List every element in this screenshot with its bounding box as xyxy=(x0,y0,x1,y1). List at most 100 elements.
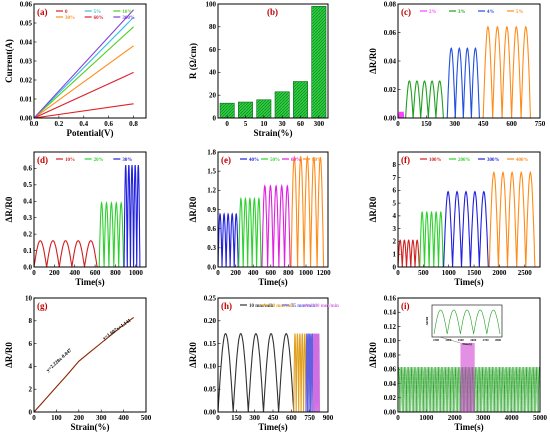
y-tick-label: 0.14 xyxy=(384,309,397,317)
y-tick-label: 0.6 xyxy=(207,225,216,233)
panel-label: (i) xyxy=(401,301,410,311)
x-tick-label: 600 xyxy=(286,414,297,422)
x-tick-label: 0.4 xyxy=(79,120,88,128)
legend-entry: 75 mm/min xyxy=(291,304,316,309)
legend-entry: 400% xyxy=(516,158,529,163)
series-group xyxy=(34,164,141,267)
y-tick-label: 0.6 xyxy=(23,165,32,173)
x-tick-label: 300 xyxy=(314,120,325,128)
y-axis-title: ΔR/R0 xyxy=(4,196,14,222)
series-line-4 xyxy=(446,46,480,118)
inset-x-tick-label: 2700 xyxy=(483,338,490,342)
y-tick-label: 1 xyxy=(393,251,397,259)
chart-panel-a: 0.00 0.01 0.02 0.03 0.04 0.05 0.06 0.0 0.2 0.4 0.6… xyxy=(4,0,147,138)
series-line-20 xyxy=(98,201,125,267)
y-tick-label: 0.12 xyxy=(384,323,397,331)
chart-panel-d: 0.0 0.1 0.2 0.3 0.4 0.5 0.6 0 200 400 600 800 1000 (d… xyxy=(4,151,147,287)
y-tick-label: 0.02 xyxy=(384,86,397,94)
legend-entry: 5% xyxy=(94,10,102,15)
y-tick-label: 2 xyxy=(393,238,397,246)
series-line-60 xyxy=(34,71,134,118)
y-axis-title: Current(A) xyxy=(4,39,14,83)
plot-frame xyxy=(217,151,329,268)
series-line-300 xyxy=(443,190,489,267)
x-axis-title: Time(s) xyxy=(454,277,483,287)
plot-frame xyxy=(217,3,329,119)
inset-highlight-region xyxy=(460,343,475,412)
x-tick-label: 400 xyxy=(248,269,259,277)
x-tick-label: 0 xyxy=(396,269,400,277)
x-tick-label: 30 xyxy=(279,120,287,128)
x-tick-label: 1000 xyxy=(419,414,434,422)
inset-y-axis-title: ΔR/R0 xyxy=(425,316,429,325)
inset-plot: 2300 2400 2500 2600 2700 2800 Time(s) ΔR/R0 xyxy=(425,304,503,412)
series-line-100 xyxy=(398,239,420,267)
x-tick-label: 800 xyxy=(283,269,294,277)
legend-entry: 50 mm/min xyxy=(270,304,295,309)
inset-series-line xyxy=(433,309,501,335)
plot-frame xyxy=(217,297,329,413)
series-group xyxy=(398,170,536,267)
y-tick-label: 0.04 xyxy=(20,38,33,46)
y-tick-label: 4 xyxy=(29,363,33,371)
series-line-10 xyxy=(34,26,134,118)
y-tick-label: 3 xyxy=(393,225,397,233)
y-tick-label: 0 xyxy=(29,408,33,416)
chart-panel-c: 0.00 0.02 0.04 0.06 0.08 0 150 300 450 600 750 (c) Δ… xyxy=(368,0,546,128)
inset-frame xyxy=(431,304,503,338)
x-tick-label: 0 xyxy=(32,269,36,277)
legend-entry: 200% xyxy=(458,158,471,163)
y-tick-label: 0.0 xyxy=(23,263,32,271)
y-tick-label: 0 xyxy=(213,114,217,122)
x-tick-label: 3000 xyxy=(476,414,491,422)
x-tick-label: 60 xyxy=(297,120,305,128)
x-tick-label: 100 xyxy=(51,414,62,422)
series-line-300 xyxy=(34,9,135,118)
y-tick-label: 0.02 xyxy=(384,394,397,402)
series-line-i xyxy=(398,367,540,412)
series-line-10mmmin xyxy=(218,332,295,412)
y-tick-label: 0 xyxy=(393,263,397,271)
y-tick-label: 0.16 xyxy=(384,294,397,302)
x-tick-label: 5000 xyxy=(533,414,548,422)
y-tick-label: 0.06 xyxy=(20,0,33,8)
x-tick-label: 200 xyxy=(230,269,241,277)
y-tick-label: 1.8 xyxy=(207,148,216,156)
y-axis-title: R (Ω/cm) xyxy=(188,43,198,79)
x-axis-title: Time(s) xyxy=(75,277,104,287)
legend-entry: 20% xyxy=(94,158,104,163)
panel-label: (f) xyxy=(401,155,410,165)
fit-equation-annotation: y=1.607x+1.141 xyxy=(102,318,132,341)
legend-entry: 100 mm/min xyxy=(312,304,339,309)
legend-entry: 30% xyxy=(122,158,132,163)
y-tick-label: 0.04 xyxy=(384,57,397,65)
legend-entry: 10% xyxy=(122,10,132,15)
legend-entry: 40% xyxy=(249,158,259,163)
y-tick-label: 1.5 xyxy=(207,167,216,175)
y-tick-label: 0.05 xyxy=(204,386,217,394)
legend-entry: 30% xyxy=(65,16,75,21)
series-line-60 xyxy=(261,183,291,267)
legend-entry: 3% xyxy=(458,10,466,15)
bar-10 xyxy=(256,99,272,119)
y-tick-label: 0.03 xyxy=(20,57,33,65)
x-tick-label: 1500 xyxy=(467,269,482,277)
y-tick-label: 0.00 xyxy=(20,114,33,122)
x-tick-label: 500 xyxy=(418,269,429,277)
y-axis-title: ΔR/R0 xyxy=(4,342,14,368)
x-tick-label: 2000 xyxy=(448,414,463,422)
inset-x-tick-label: 2800 xyxy=(495,338,502,342)
panel-label: (d) xyxy=(37,155,48,165)
y-tick-label: 5 xyxy=(393,199,397,207)
y-axis-title: ΔR/R0 xyxy=(188,342,198,368)
y-tick-label: 0.02 xyxy=(20,76,33,84)
y-tick-label: 0.00 xyxy=(384,408,397,416)
y-tick-label: 1.2 xyxy=(207,187,216,195)
x-tick-label: 5 xyxy=(244,120,248,128)
y-tick-label: 0.25 xyxy=(204,294,217,302)
legend-entry: 2% xyxy=(429,10,437,15)
x-axis-title: Time(s) xyxy=(258,277,287,287)
series-group xyxy=(34,9,135,118)
